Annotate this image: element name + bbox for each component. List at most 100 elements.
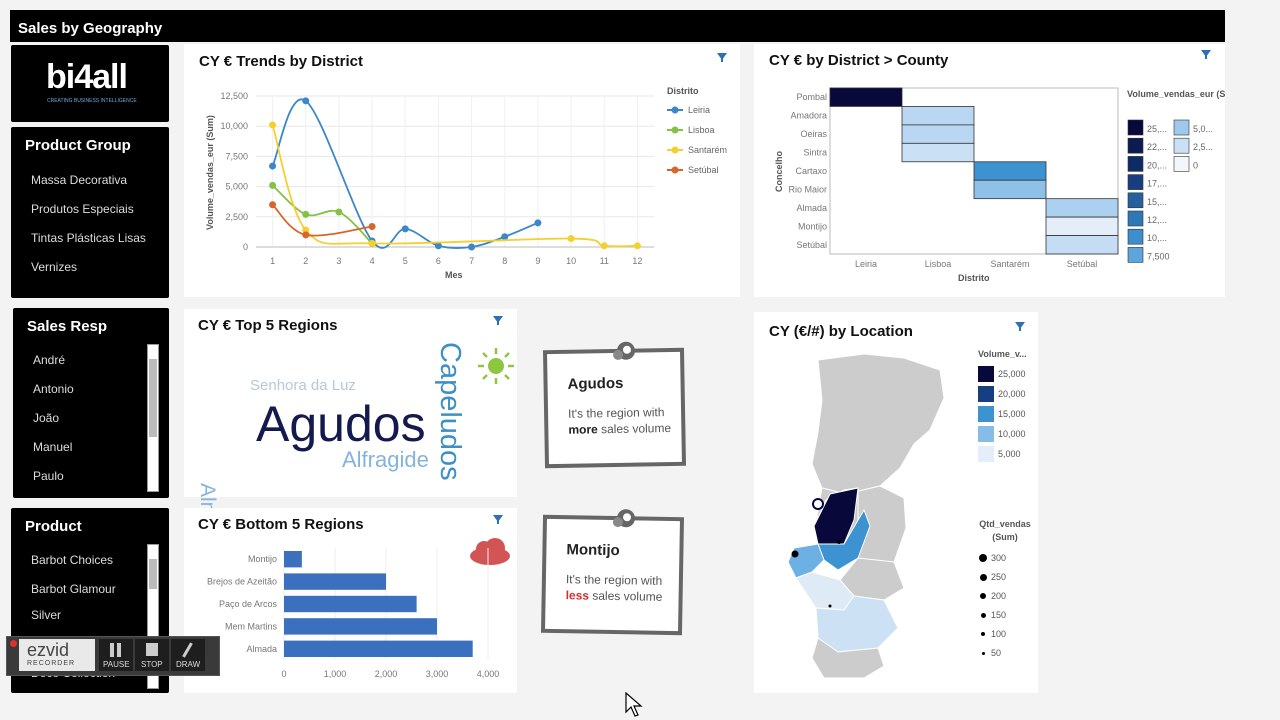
sales-resp-scrollbar[interactable] [147, 344, 159, 492]
sales-resp-item[interactable]: Manuel [33, 440, 73, 454]
heatmap-panel: CY € by District > County Pombal Amadora O… [754, 44, 1225, 297]
heatmap-cell[interactable] [901, 106, 975, 126]
data-point[interactable] [434, 242, 442, 250]
data-point[interactable] [501, 233, 509, 241]
filter-icon[interactable] [493, 515, 503, 524]
scroll-thumb[interactable] [149, 559, 157, 589]
portugal-map[interactable] [754, 348, 954, 688]
data-point[interactable] [269, 201, 277, 209]
row-label: Pombal [796, 92, 827, 102]
map-region-lisboa-west[interactable] [787, 543, 825, 579]
heatmap-cell[interactable] [1045, 216, 1119, 236]
sales-resp-item[interactable]: Antonio [33, 382, 74, 396]
bar[interactable] [284, 640, 473, 657]
legend-label[interactable]: Setúbal [688, 165, 719, 175]
product-item[interactable]: Barbot Choices [31, 553, 114, 567]
filter-icon[interactable] [1015, 322, 1025, 331]
data-point[interactable] [269, 121, 277, 129]
series-line-lisboa[interactable] [271, 184, 373, 245]
data-point[interactable] [368, 239, 376, 247]
data-point[interactable] [600, 242, 608, 250]
data-point[interactable] [302, 226, 310, 234]
data-point[interactable] [335, 208, 343, 216]
heatmap-cell[interactable] [973, 161, 1047, 181]
map-legend1-title: Volume_v... [978, 349, 1027, 359]
note-top-emphasis: more [568, 422, 598, 437]
data-point[interactable] [567, 235, 575, 243]
x-tick-label: 11 [600, 256, 609, 266]
legend-label: 17,... [1147, 179, 1167, 189]
data-point[interactable] [368, 222, 376, 230]
stop-button[interactable]: STOP [135, 639, 169, 671]
sales-resp-item[interactable]: André [33, 353, 66, 367]
note-top-title: Agudos [567, 374, 624, 393]
series-line-santarém[interactable] [271, 124, 638, 248]
pin-icon [612, 509, 635, 528]
map-region-algarve[interactable] [811, 637, 885, 679]
y-tick-label: 12,500 [220, 91, 248, 101]
row-label: Montijo [798, 221, 827, 231]
heatmap-cell[interactable] [1045, 235, 1119, 255]
map-bubble[interactable] [812, 498, 824, 510]
heatmap-cell[interactable] [901, 142, 975, 163]
product-group-item[interactable]: Massa Decorativa [31, 173, 128, 187]
row-label: Cartaxo [795, 166, 827, 176]
data-point[interactable] [633, 242, 641, 250]
record-indicator [10, 640, 17, 647]
bar[interactable] [284, 595, 417, 613]
map-bubble[interactable] [828, 604, 832, 608]
map-bubble[interactable] [791, 550, 799, 558]
heatmap-cell[interactable] [973, 179, 1047, 200]
pause-button[interactable]: PAUSE [99, 639, 133, 671]
data-point[interactable] [401, 225, 409, 233]
product-title: Product [25, 518, 82, 535]
draw-button[interactable]: DRAW [171, 639, 205, 671]
sales-resp-item[interactable]: Paulo [33, 469, 64, 483]
bar[interactable] [284, 618, 437, 635]
map-region-lisboa[interactable] [817, 508, 871, 571]
data-point[interactable] [302, 231, 310, 239]
filter-icon[interactable] [717, 53, 727, 62]
ezvid-recorder-toolbar[interactable]: ezvid RECORDER PAUSE STOP DRAW [6, 636, 220, 676]
legend-label: 2,5... [1193, 142, 1213, 152]
product-group-item[interactable]: Tintas Plásticas Lisas [31, 231, 146, 245]
scroll-thumb[interactable] [149, 359, 157, 437]
filter-icon[interactable] [1201, 50, 1211, 59]
data-point[interactable] [534, 219, 542, 227]
heatmap-cell[interactable] [1045, 198, 1119, 218]
bar[interactable] [284, 573, 386, 590]
sales-resp-title: Sales Resp [27, 318, 108, 335]
legend-label: 22,... [1147, 142, 1167, 152]
sales-resp-item[interactable]: João [33, 411, 60, 425]
column-label: Santarém [990, 259, 1029, 269]
x-tick-label: 7 [469, 256, 474, 266]
cloud-icon [470, 538, 510, 565]
row-label: Amadora [790, 111, 827, 121]
legend-swatch [978, 446, 994, 462]
row-label: Rio Maior [788, 184, 827, 194]
legend-label[interactable]: Leiria [688, 105, 710, 115]
sun-icon [478, 348, 514, 384]
product-item[interactable]: Barbot Glamour [31, 582, 116, 596]
heatmap-cell[interactable] [901, 124, 975, 144]
map-bubble[interactable] [837, 540, 841, 544]
map-region-north[interactable] [811, 353, 945, 495]
product-group-item[interactable]: Produtos Especiais [31, 202, 134, 216]
product-group-item[interactable]: Vernizes [31, 260, 78, 274]
heatmap-cell[interactable] [829, 87, 903, 107]
legend-swatch [1173, 156, 1190, 172]
legend-label: 50 [991, 648, 1002, 658]
bar[interactable] [284, 551, 302, 568]
data-point[interactable] [269, 181, 277, 189]
category-label: Montijo [248, 554, 277, 564]
legend-label[interactable]: Lisboa [688, 125, 715, 135]
data-point[interactable] [302, 97, 310, 105]
legend-bubble [980, 593, 986, 599]
data-point[interactable] [468, 243, 476, 251]
filter-icon[interactable] [493, 316, 503, 325]
legend-label[interactable]: Santarém [688, 145, 727, 155]
product-item[interactable]: Silver [31, 608, 62, 622]
data-point[interactable] [302, 210, 310, 218]
x-tick-label: 6 [436, 256, 441, 266]
data-point[interactable] [269, 162, 277, 170]
